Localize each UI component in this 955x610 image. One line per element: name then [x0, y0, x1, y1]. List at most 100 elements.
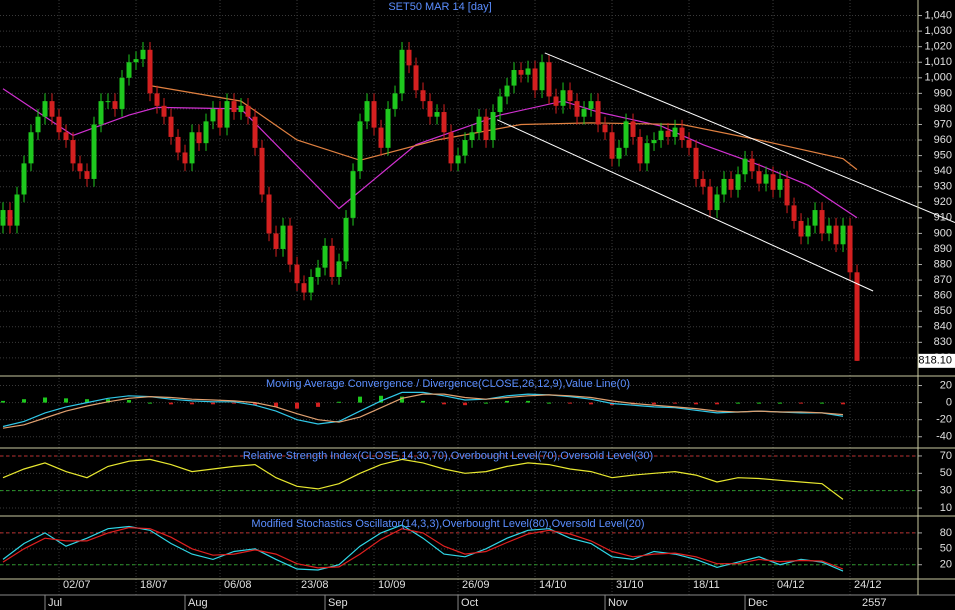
histogram-bar [274, 402, 279, 407]
candle-body [644, 143, 650, 164]
y-tick-label: -20 [936, 414, 952, 426]
moving-average [149, 85, 858, 171]
candle-body [693, 147, 699, 179]
y-tick-label: 970 [934, 118, 952, 130]
candle-body [427, 101, 433, 117]
candle-body [434, 112, 440, 117]
x-tick-label: 06/08 [224, 579, 252, 591]
y-tick-label: 940 [934, 165, 952, 177]
candle-body [742, 158, 748, 175]
candle-body [805, 225, 811, 237]
candle-body [609, 132, 615, 159]
indicator-line [2, 526, 844, 570]
histogram-bar [736, 402, 741, 404]
x-tick-label: 10/09 [378, 579, 406, 591]
candle-body [301, 283, 307, 293]
candle-body [490, 112, 496, 141]
y-tick-label: -40 [936, 431, 952, 443]
y-tick-label: 1,000 [924, 72, 952, 84]
last-price-box [918, 353, 955, 368]
candle-body [112, 101, 118, 109]
y-tick-label: 1,020 [924, 41, 952, 53]
candle-body [553, 96, 559, 106]
y-tick-label: 960 [934, 134, 952, 146]
candle-body [840, 225, 846, 245]
candle-body [763, 174, 769, 184]
candle-body [749, 158, 755, 172]
y-tick-label: 50 [940, 543, 952, 555]
candle-body [406, 49, 412, 66]
candle-body [343, 217, 349, 262]
y-tick-label: 30 [940, 485, 952, 497]
candle-body [168, 116, 174, 137]
x-tick-label: 26/09 [462, 579, 490, 591]
candle-body [413, 65, 419, 91]
candle-body [56, 116, 62, 133]
panel-title: Relative Strength Index(CLOSE,14,30,70),… [243, 450, 653, 462]
candle-body [196, 132, 202, 144]
candle-body [280, 225, 286, 249]
histogram-bar [421, 400, 426, 403]
candle-body [581, 108, 587, 117]
candle-body [210, 108, 216, 122]
candle-body [294, 264, 300, 284]
candle-body [119, 77, 125, 109]
candle-body [238, 105, 244, 113]
candle-body [266, 194, 272, 234]
candle-body [602, 124, 608, 133]
histogram-bar [85, 399, 90, 403]
y-tick-label: 920 [934, 196, 952, 208]
candle-body [721, 178, 727, 195]
histogram-bar [505, 400, 510, 403]
x-tick-label: 04/12 [777, 579, 805, 591]
candle-body [308, 276, 314, 293]
y-tick-label: 830 [934, 336, 952, 348]
candle-body [504, 85, 510, 97]
candle-body [161, 105, 167, 117]
candle-body [798, 220, 804, 237]
candle-body [182, 152, 188, 164]
candle-body [679, 127, 685, 141]
histogram-bar [400, 396, 405, 403]
month-label: Nov [608, 597, 628, 609]
candle-body [350, 171, 356, 218]
year-label: 2557 [862, 597, 886, 609]
candle-body [574, 101, 580, 117]
candle-body [686, 140, 692, 148]
indicator-line [2, 393, 844, 429]
histogram-bar [106, 399, 111, 403]
candle-body [217, 108, 223, 128]
candle-body [532, 68, 538, 91]
candle-body [518, 70, 524, 75]
candle-body [21, 163, 27, 195]
y-tick-label: 900 [934, 227, 952, 239]
candle-body [595, 101, 601, 125]
candle-body [700, 178, 706, 187]
histogram-bar [337, 401, 342, 403]
candle-body [665, 130, 671, 137]
candle-body [140, 49, 146, 60]
histogram-bar [1, 400, 6, 403]
candle-body [126, 62, 132, 78]
candle-body [497, 96, 503, 113]
y-tick-label: 850 [934, 305, 952, 317]
y-tick-label: 20 [940, 559, 952, 571]
histogram-bar [316, 402, 321, 407]
last-price-label: 818.10 [918, 355, 952, 367]
x-tick-label: 23/08 [301, 579, 329, 591]
y-tick-label: 70 [940, 450, 952, 462]
candle-body [616, 147, 622, 159]
candle-body [175, 136, 181, 153]
month-label: Aug [188, 597, 208, 609]
candle-body [42, 101, 48, 117]
candle-body [70, 140, 76, 164]
candle-body [623, 121, 629, 148]
histogram-bar [295, 402, 300, 409]
histogram-bar [715, 402, 720, 405]
candle-body [98, 101, 104, 125]
histogram-bar [253, 402, 258, 406]
candle-body [203, 121, 209, 144]
candle-body [833, 225, 839, 245]
histogram-bar [211, 402, 216, 405]
histogram-bar [820, 402, 825, 404]
